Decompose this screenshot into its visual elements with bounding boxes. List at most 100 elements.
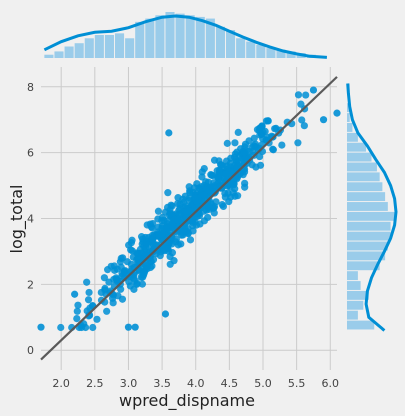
scatter-point [240,148,249,156]
scatter-point [143,221,151,229]
scatter-point [207,171,215,179]
x-histogram-bar [165,12,175,58]
y-histogram-bar [347,122,353,132]
scatter-point [278,141,286,149]
scatter-point [120,269,129,277]
scatter-point-outlier [309,86,318,94]
scatter-point [204,202,213,210]
scatter-point [113,276,121,284]
y-tick-label: 6 [27,147,34,160]
y-histogram-bar [347,103,350,113]
scatter-point [85,288,93,297]
y-histogram-bar [347,202,388,211]
scatter-point [210,182,219,190]
scatter-point [138,280,146,288]
scatter-point [114,292,122,300]
scatter-point [223,139,231,147]
scatter-point [185,207,193,215]
y-histogram-bar [347,182,383,192]
scatter-point [130,285,138,293]
x-histogram-bar [256,44,266,58]
scatter-point [210,209,218,217]
scatter-point [196,220,204,228]
x-tick-label: 4.5 [221,377,239,390]
scatter-point-outlier [333,109,341,117]
scatter-point [166,252,174,261]
y-histogram-bar [347,320,375,330]
y-histogram-bar [347,142,367,152]
x-histogram-bar [94,35,104,58]
x-histogram-bar [266,48,276,58]
scatter-point [148,236,156,244]
y-tick-label: 4 [27,213,34,226]
x-tick-label: 4.0 [187,377,205,390]
scatter-point [167,210,175,219]
x-histogram-bar [74,43,84,58]
scatter-point [143,262,151,270]
x-histogram-bar [195,16,205,58]
scatter-point [218,201,226,209]
x-tick-label: 6.0 [322,377,340,390]
y-histogram-bar [347,113,350,122]
scatter-point [97,288,105,297]
x-marginal-histogram [43,12,327,59]
scatter-point [84,296,93,304]
x-tick-label: 5.5 [288,377,306,390]
scatter-point [221,193,229,201]
scatter-point [204,213,212,222]
y-histogram-bar [347,281,361,290]
scatter-point [191,194,199,202]
y-histogram-bar [347,231,391,241]
x-kde-curve [43,14,327,59]
scatter-point [241,183,249,191]
scatter-point [179,228,187,236]
scatter-point [100,274,108,282]
scatter-point [108,294,117,302]
y-histogram-bar [347,211,396,221]
y-tick-label: 2 [27,278,34,291]
scatter-point [127,239,135,247]
scatter-point [133,279,141,288]
scatter-point-outlier [37,323,45,331]
scatter-point [231,150,239,158]
scatter-point [185,183,193,191]
x-histogram-bar [155,15,165,59]
scatter-point [139,273,147,281]
scatter-point [164,189,172,197]
y-histogram-bar [347,162,377,172]
scatter-point [250,142,258,150]
scatter-point [113,265,121,273]
scatter-point [74,301,82,309]
x-histogram-bar [286,51,296,58]
scatter-point [252,163,260,171]
scatter-point [93,315,101,323]
scatter-point [300,122,308,130]
y-histogram-bar [347,251,386,261]
scatter-point [250,134,258,142]
scatter-point [214,173,222,181]
scatter-point [200,191,208,199]
scatter-point [89,323,97,332]
x-histogram-bar [236,38,246,58]
scatter-point [269,145,277,153]
x-histogram-bar [135,21,145,58]
scatter-point [121,274,129,282]
scatter-point-outlier [165,129,173,137]
x-histogram-bar [215,26,225,58]
scatter-point [200,165,208,173]
scatter-point [166,260,174,268]
x-histogram-bar [276,49,286,58]
y-tick-labels: 0 2 4 6 8 [27,81,34,357]
scatter-point [175,210,183,218]
y-histogram-bar [347,310,358,320]
x-histogram-bar [185,15,195,59]
y-histogram-bar [347,192,386,202]
scatter-point [186,188,194,197]
scatter-point [154,207,163,215]
scatter-point [233,175,241,183]
x-histogram-bar [104,35,114,58]
scatter-point [158,213,167,221]
scatter-point-outlier [71,290,79,298]
scatter-point [137,233,146,241]
